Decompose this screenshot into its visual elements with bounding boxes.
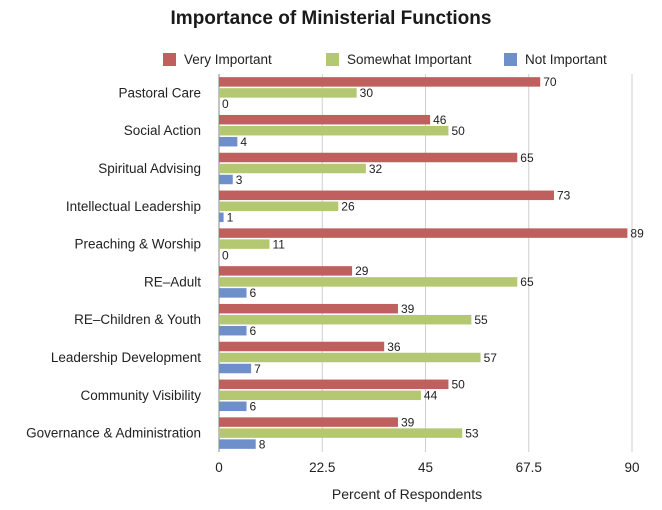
data-label: 70 [543,75,557,89]
data-label: 6 [250,286,257,300]
bar-somewhat-important-re-children-youth [219,314,472,325]
bar-somewhat-important-community-visibility [219,390,421,401]
data-label: 7 [254,362,261,376]
data-label: 53 [465,426,479,440]
data-labels: 70 30 0 46 50 4 65 32 3 73 26 1 89 11 0 29 65 6 39 55 6 36 57 7… [222,75,644,451]
x-tick-labels: 0 22.5 45 67.5 90 [215,460,639,475]
x-tick-label: 45 [418,460,433,475]
data-label: 30 [360,86,374,100]
data-label: 50 [451,378,465,392]
legend-label: Somewhat Important [347,52,472,67]
data-label: 57 [484,351,498,365]
data-label: 3 [236,173,243,187]
legend-swatch-very-important [163,53,176,66]
legend-label: Not Important [525,52,607,67]
bar-very-important-leadership-development [219,341,385,352]
bars [219,77,628,449]
legend-label: Very Important [184,52,272,67]
bar-somewhat-important-pastoral-care [219,88,357,98]
data-label: 1 [227,211,234,225]
bar-somewhat-important-re-adult [219,277,518,287]
x-tick-label: 90 [624,460,639,475]
legend-swatch-somewhat-important [326,53,339,66]
bar-somewhat-important-social-action [219,125,449,136]
data-label: 6 [250,400,257,414]
data-label: 36 [387,340,401,354]
category-label-preaching-worship: Preaching & Worship [74,237,201,252]
bar-very-important-community-visibility [219,379,449,390]
bar-somewhat-important-intellectual-leadership [219,201,339,212]
data-label: 65 [520,275,534,289]
category-label-intellectual-leadership: Intellectual Leadership [66,199,201,214]
category-label-social-action: Social Action [124,123,201,138]
data-label: 50 [451,124,465,138]
bar-somewhat-important-leadership-development [219,352,481,363]
data-label: 0 [222,248,229,262]
category-label-re-children-youth: RE–Children & Youth [74,312,201,327]
x-axis-title: Percent of Respondents [332,486,482,502]
data-label: 8 [259,437,266,451]
legend-item-not-important: Not Important [504,52,607,67]
bar-very-important-re-children-youth [219,303,398,314]
bar-somewhat-important-governance-administration [219,428,463,438]
x-tick-label: 0 [215,460,223,475]
bar-not-important-governance-administration [219,439,256,449]
data-label: 32 [369,162,383,176]
data-label: 39 [401,415,415,429]
bar-very-important-pastoral-care [219,77,541,87]
bar-very-important-intellectual-leadership [219,190,554,201]
bar-somewhat-important-spiritual-advising [219,163,366,174]
data-label: 44 [424,389,438,403]
data-label: 26 [341,200,355,214]
bar-not-important-re-adult [219,288,247,298]
category-label-pastoral-care: Pastoral Care [118,85,201,100]
legend-item-somewhat-important: Somewhat Important [326,52,472,67]
bar-very-important-re-adult [219,266,353,276]
bar-not-important-intellectual-leadership [219,212,224,223]
category-label-governance-administration: Governance & Administration [26,426,201,441]
bar-very-important-spiritual-advising [219,152,518,163]
bar-not-important-leadership-development [219,363,252,374]
bar-somewhat-important-preaching-worship [219,239,270,249]
bar-very-important-social-action [219,114,431,125]
data-label: 39 [401,302,415,316]
x-tick-label: 22.5 [309,460,335,475]
data-label: 11 [272,237,285,251]
data-label: 46 [433,113,447,127]
data-label: 0 [222,97,229,111]
category-label-leadership-development: Leadership Development [51,350,201,365]
legend-swatch-not-important [504,53,517,66]
bar-not-important-community-visibility [219,401,247,412]
bar-not-important-social-action [219,136,238,147]
legend-item-very-important: Very Important [163,52,272,67]
bar-very-important-governance-administration [219,417,398,427]
category-label-community-visibility: Community Visibility [80,388,201,403]
chart-title: Importance of Ministerial Functions [170,8,492,29]
category-label-spiritual-advising: Spiritual Advising [98,161,201,176]
legend: Very Important Somewhat Important Not Im… [0,52,662,72]
data-label: 89 [630,226,644,240]
category-label-re-adult: RE–Adult [144,274,201,289]
data-label: 6 [250,324,257,338]
data-label: 29 [355,264,369,278]
data-label: 55 [474,313,488,327]
bar-very-important-preaching-worship [219,228,628,238]
x-tick-label: 67.5 [516,460,542,475]
data-label: 4 [240,135,247,149]
data-label: 65 [520,151,534,165]
bar-not-important-spiritual-advising [219,174,233,185]
data-label: 73 [557,189,571,203]
bar-not-important-re-children-youth [219,325,247,336]
category-labels: Pastoral Care Social Action Spiritual Advi… [26,85,201,440]
